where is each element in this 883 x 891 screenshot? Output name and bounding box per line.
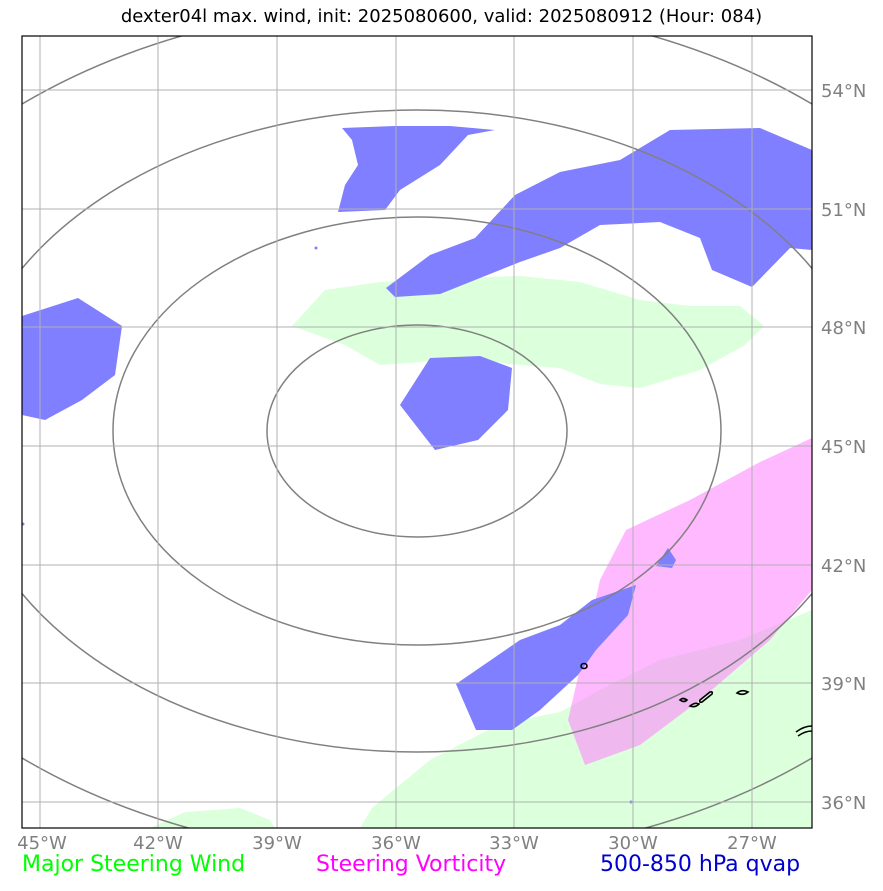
qvap-area-north: [338, 126, 495, 212]
plot-frame: [21, 35, 813, 829]
island-outline: [735, 689, 750, 696]
island-outline: [580, 662, 588, 670]
lat-label: 36°N: [821, 793, 866, 814]
lat-label: 42°N: [821, 556, 866, 577]
lat-label: 39°N: [821, 674, 866, 695]
island-outline: [678, 697, 689, 703]
lat-label: 45°N: [821, 437, 866, 458]
range-ring-2: [112, 216, 722, 646]
legend-steering-wind: Major Steering Wind: [22, 852, 246, 877]
range-rings: [22, 36, 812, 828]
lon-label: 42°W: [133, 833, 183, 854]
map-title: dexter04l max. wind, init: 2025080600, v…: [120, 6, 763, 27]
lon-label: 36°W: [371, 833, 421, 854]
qvap-area-small: [656, 548, 676, 568]
qvap-area-south: [456, 585, 636, 730]
steering-wind-area-southwest: [150, 808, 275, 828]
coastline: [580, 662, 812, 737]
lat-label: 51°N: [821, 200, 866, 221]
steering-wind-area-north: [292, 276, 764, 388]
island-outline: [688, 702, 701, 708]
qvap-dot-3: [22, 522, 25, 526]
lon-label: 45°W: [17, 833, 67, 854]
lat-label: 48°N: [821, 318, 866, 339]
qvap-dot-1: [314, 246, 318, 250]
qvap-area-northeast: [386, 128, 812, 297]
qvap-area-west: [22, 298, 122, 420]
lon-label: 27°W: [727, 833, 777, 854]
gridlines: [22, 36, 812, 828]
range-ring-1: [266, 324, 568, 538]
range-ring-3: [22, 109, 812, 753]
lat-axis: 54°N 51°N 48°N 45°N 42°N 39°N 36°N: [821, 81, 866, 814]
lon-axis: 45°W 42°W 39°W 36°W 33°W 30°W 27°W: [17, 833, 777, 854]
lat-label: 54°N: [821, 81, 866, 102]
island-outline: [795, 725, 812, 737]
legend-steering-vorticity: Steering Vorticity: [316, 852, 507, 877]
qvap-area-center: [400, 356, 512, 450]
lon-label: 33°W: [489, 833, 539, 854]
qvap-layer: [22, 126, 812, 804]
lon-label: 39°W: [252, 833, 302, 854]
legend-qvap: 500-850 hPa qvap: [600, 852, 801, 877]
island-outline: [698, 690, 714, 704]
lon-label: 30°W: [608, 833, 658, 854]
